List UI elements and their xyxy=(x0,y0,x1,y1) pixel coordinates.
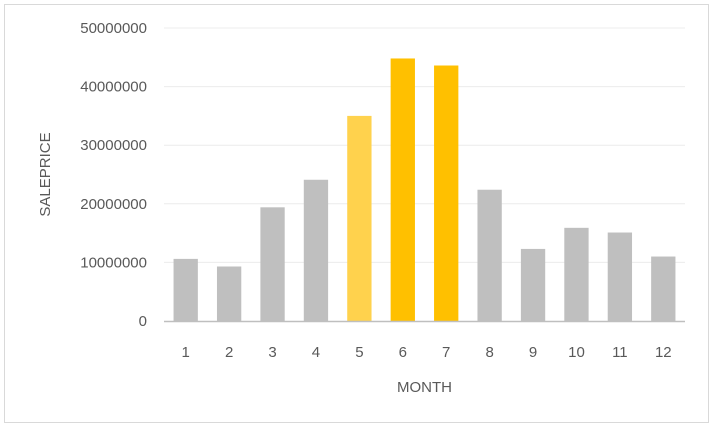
x-tick-label: 5 xyxy=(355,344,363,361)
bar-month-10 xyxy=(564,227,589,321)
y-tick-label: 0 xyxy=(139,313,147,330)
bar-month-12 xyxy=(651,256,676,321)
x-tick-label: 2 xyxy=(225,344,233,361)
bar-month-5 xyxy=(347,115,372,322)
y-tick-labels: 0 10000000 20000000 30000000 40000000 5000000… xyxy=(80,20,147,330)
y-tick-label: 30000000 xyxy=(80,137,147,154)
bar-month-9 xyxy=(520,248,546,321)
x-tick-label: 8 xyxy=(485,344,493,361)
x-tick-label: 11 xyxy=(612,344,628,361)
y-tick-label: 10000000 xyxy=(80,254,147,271)
gridlines xyxy=(164,27,685,263)
y-axis-title: SALEPRICE xyxy=(37,132,54,216)
bars xyxy=(173,58,676,322)
x-tick-label: 4 xyxy=(312,344,320,361)
bar-month-3 xyxy=(260,207,285,321)
y-tick-label: 20000000 xyxy=(80,196,147,213)
x-tick-label: 1 xyxy=(182,344,190,361)
x-tick-labels: 1 2 3 4 5 6 7 8 9 10 11 12 xyxy=(182,344,672,361)
x-tick-label: 10 xyxy=(568,344,585,361)
bar-month-8 xyxy=(477,189,502,321)
bar-month-11 xyxy=(607,232,633,321)
y-tick-label: 50000000 xyxy=(80,20,147,37)
bar-month-2 xyxy=(216,266,242,321)
x-tick-label: 9 xyxy=(529,344,537,361)
bar-month-6 xyxy=(390,58,415,322)
x-axis-title: MONTH xyxy=(397,379,452,396)
x-tick-label: 12 xyxy=(655,344,672,361)
bar-month-4 xyxy=(303,179,329,321)
y-tick-label: 40000000 xyxy=(80,79,147,96)
x-tick-label: 6 xyxy=(399,344,407,361)
bar-month-7 xyxy=(434,65,459,321)
x-tick-label: 3 xyxy=(268,344,276,361)
x-tick-label: 7 xyxy=(442,344,450,361)
bar-month-1 xyxy=(173,258,198,321)
